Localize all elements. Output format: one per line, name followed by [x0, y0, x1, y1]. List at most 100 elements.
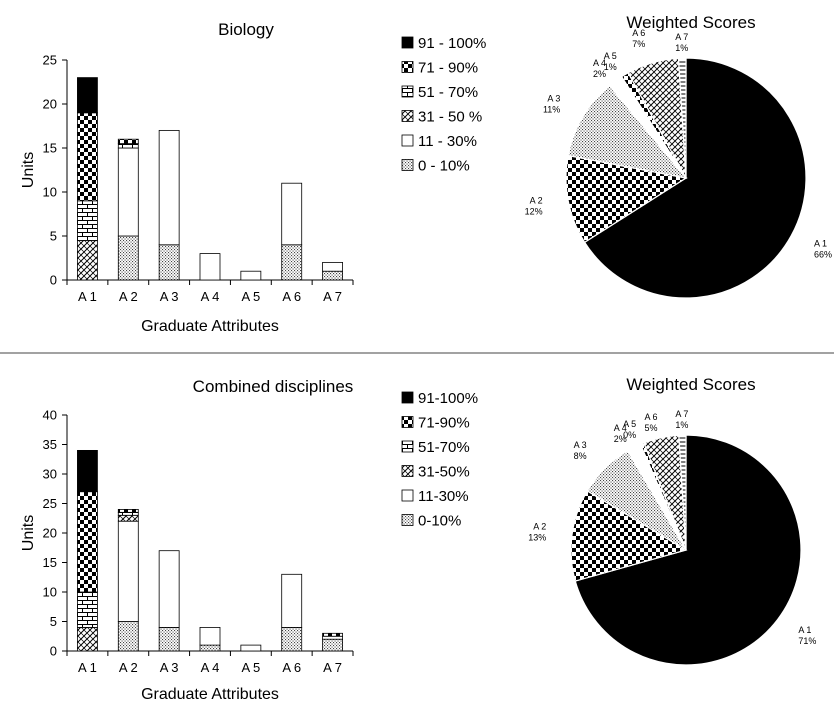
pie-slice-label: A 7 [675, 409, 688, 419]
pie-slice-label: A 1 [814, 238, 827, 248]
legend-swatch [401, 61, 414, 73]
legend-label: 0-10% [418, 513, 461, 530]
bar-segment [158, 129, 180, 246]
pie-slice-pct: 13% [528, 532, 546, 542]
pie-slice [678, 434, 687, 551]
y-axis-label: Units [20, 152, 37, 188]
pie-slice-pct: 12% [525, 206, 543, 216]
bar-segment [77, 239, 98, 281]
legend-label: 11-30% [418, 488, 469, 505]
pie-slice [570, 490, 688, 582]
bar-segment [281, 573, 303, 628]
bar-segment [117, 508, 139, 513]
pie-slice-label: A 5 [604, 51, 617, 61]
legend-label: 71 - 90% [418, 60, 478, 77]
pie-slice-label: A 6 [645, 412, 658, 422]
bar-segment [281, 627, 303, 652]
legend-label: 51 - 70% [418, 84, 478, 101]
pie-slice [567, 84, 688, 179]
legend-swatch [401, 391, 414, 404]
y-tick-label: 0 [50, 273, 57, 288]
legend-swatch [401, 159, 414, 171]
pie-slice [677, 57, 687, 179]
bar-segment [117, 511, 139, 516]
bar-segment [117, 138, 139, 144]
y-tick-label: 15 [43, 555, 57, 570]
legend-label: 91-100% [418, 390, 478, 407]
y-tick-label: 0 [50, 644, 57, 659]
y-tick-label: 25 [43, 496, 57, 511]
charts-layer: Biology Units Graduate Attributes 0 5 10 15 20 2… [20, 13, 832, 703]
legend-swatch [401, 416, 414, 428]
bar-segment [281, 244, 303, 281]
bar-segment [158, 550, 180, 628]
bar-segment [117, 514, 139, 522]
x-tick-label: A 4 [201, 660, 220, 675]
pie-slice-label: A 6 [632, 28, 645, 38]
y-tick-label: 35 [43, 437, 57, 452]
pie-slice-pct: 1% [675, 420, 688, 430]
y-tick-label: 40 [43, 408, 57, 423]
legend-label: 91 - 100% [418, 35, 486, 52]
y-tick-label: 20 [43, 526, 57, 541]
x-axis-label: Graduate Attributes [141, 686, 279, 703]
bar-segment [77, 77, 98, 114]
pie-slice-label: A 3 [574, 440, 587, 450]
y-axis-label: Units [20, 515, 37, 551]
bar-segment [77, 200, 98, 241]
bar-segment [117, 520, 139, 622]
x-tick-label: A 2 [119, 660, 138, 675]
bar-segment [77, 627, 98, 652]
bar-segment [322, 638, 343, 652]
x-tick-label: A 4 [201, 289, 220, 304]
x-tick-label: A 5 [241, 660, 260, 675]
legend-swatch [401, 85, 414, 98]
pie-slice-pct: 2% [614, 434, 627, 444]
bar-segment [77, 449, 98, 493]
legend-label: 51-70% [418, 439, 470, 456]
pie-slice-label: A 5 [623, 419, 636, 429]
pie-slice-pct: 0% [623, 430, 636, 440]
bar-segment [77, 591, 98, 628]
legend-label: 31 - 50 % [418, 109, 482, 126]
y-tick-label: 5 [50, 614, 57, 629]
bar-segment [240, 644, 262, 652]
legend-swatch [401, 514, 414, 526]
bar-segment [322, 270, 343, 281]
bar-segment [77, 112, 98, 202]
legend-label: 31-50% [418, 464, 470, 481]
chart-title: Biology [218, 20, 274, 39]
pie-chart-1: Weighted Scores A 166% A 212% A 311% A 42% A … [525, 13, 832, 299]
bar-segment [117, 621, 139, 652]
pie-slice-label: A 7 [675, 32, 688, 42]
pie-slice [583, 57, 807, 299]
x-tick-label: A 6 [282, 289, 301, 304]
y-tick-label: 30 [43, 467, 57, 482]
bar-segment [322, 632, 343, 637]
pie-slice [565, 154, 688, 244]
y-tick-label: 20 [43, 97, 57, 112]
bar-segment [281, 182, 303, 246]
bar-segment [117, 143, 139, 149]
legend-swatch [401, 110, 414, 122]
y-tick-label: 5 [50, 229, 57, 244]
pie-slice-pct: 5% [645, 423, 658, 433]
pie-slice [574, 434, 802, 666]
legend-label: 11 - 30% [418, 133, 477, 150]
legend-swatch [401, 36, 414, 49]
x-axis-label: Graduate Attributes [141, 318, 279, 335]
pie-slice-pct: 1% [675, 43, 688, 53]
bar-segment [322, 261, 343, 272]
chart-title: Combined disciplines [193, 377, 354, 396]
bar-segment [199, 253, 221, 281]
bar-segment [199, 627, 221, 646]
pie-slice-pct: 8% [574, 451, 587, 461]
bar-segment [117, 235, 139, 281]
chart-title: Weighted Scores [626, 13, 755, 32]
pie-slice-pct: 7% [632, 39, 645, 49]
pie-chart-3: Weighted Scores A 171% A 213% A 38% A 42% A 5… [528, 375, 816, 666]
bar-segment [322, 635, 343, 640]
bar-chart-2: Combined disciplines Units Graduate Attrib… [20, 377, 478, 703]
bar-segment [158, 627, 180, 652]
